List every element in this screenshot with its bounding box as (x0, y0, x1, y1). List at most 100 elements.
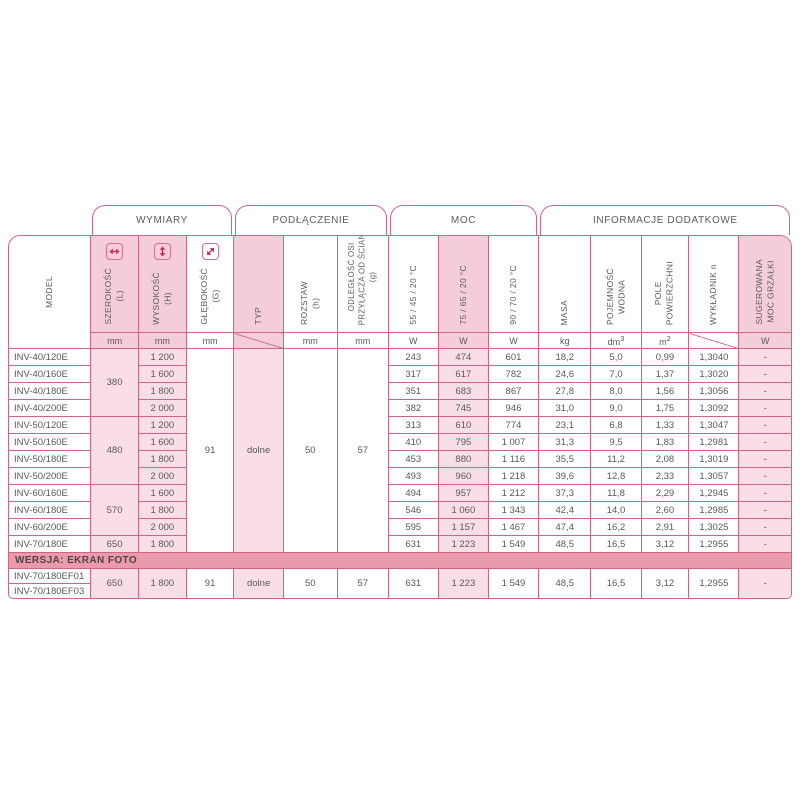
group-tab-podlaczenie: PODŁĄCZENIE (235, 205, 387, 235)
cell-exponent: 1,3057 (688, 467, 740, 485)
cell-capacity: 5,0 (590, 348, 642, 366)
column-label: WODNA (616, 279, 627, 314)
cell-p90: 782 (487, 365, 540, 383)
column-label: TYP (252, 307, 263, 325)
cell-exponent: 1,2945 (688, 484, 740, 502)
cell-p90: 1 116 (487, 450, 540, 468)
group-tab-label: INFORMACJE DODATKOWE (593, 215, 738, 226)
column-header-wykladnik: WYKŁADNIK n (688, 236, 740, 333)
cell-p90: 1 212 (487, 484, 540, 502)
cell-capacity: 16,5 (590, 568, 642, 598)
cell-heater: - (738, 450, 791, 468)
cell-p90: 774 (487, 416, 540, 434)
unit-cell: mm (282, 332, 338, 349)
cell-p55: 494 (387, 484, 439, 502)
cell-p55: 410 (387, 433, 439, 451)
cell-capacity: 9,0 (590, 399, 642, 417)
version-banner: WERSJA: EKRAN FOTO (9, 552, 791, 569)
cell-height: 1 600 (137, 365, 187, 383)
cell-height: 1 200 (137, 348, 187, 366)
cell-p90: 1 549 (487, 535, 540, 553)
cell-p55: 546 (387, 501, 439, 519)
unit-cell: mm (336, 332, 389, 349)
cell-heater: - (738, 382, 791, 400)
column-label: SUGEROWANA (753, 259, 764, 325)
cell-type-merged: dolne (233, 348, 284, 553)
cell-area: 2,91 (640, 518, 690, 536)
group-tab-label: MOC (450, 215, 477, 226)
cell-heater: - (738, 501, 791, 519)
cell-spacing-merged: 50 (282, 568, 338, 598)
column-header-odleglosc: ODLEGŁOŚĆ OSI PRZYŁĄCZA OD ŚCIANY (g) (336, 236, 389, 333)
cell-model: INV-60/200E (9, 518, 92, 536)
cell-p90: 946 (487, 399, 540, 417)
column-label: 90 / 70 / 20 °C (507, 265, 518, 325)
unit-cell: mm (90, 332, 139, 349)
column-label: POJEMNOŚĆ (604, 268, 615, 325)
cell-width-group: 650 (90, 535, 139, 553)
table-row: INV-70/180EF01 650 1 800 91 dolne 50 57 … (9, 568, 791, 598)
column-label: POLE (653, 280, 664, 305)
cell-area: 3,12 (640, 568, 690, 598)
column-label: MOC GRZAŁKI (765, 261, 776, 324)
cell-exponent: 1,2985 (688, 501, 740, 519)
cell-mass: 37,3 (538, 484, 592, 502)
diagonal-double-arrow-icon (201, 243, 219, 260)
cell-capacity: 16,2 (590, 518, 642, 536)
column-label: POWIERZCHNI (664, 260, 675, 325)
cell-capacity: 12,8 (590, 467, 642, 485)
cell-heater: - (738, 467, 791, 485)
cell-heater: - (738, 535, 791, 553)
table-row: INV-40/120E 380 1 200 91 dolne 50 57 243… (9, 348, 791, 553)
column-header-moc-55: 55 / 45 / 20 °C (387, 236, 439, 333)
cell-capacity: 14,0 (590, 501, 642, 519)
cell-exponent: 1,3020 (688, 365, 740, 383)
column-sublabel: (L) (114, 291, 125, 303)
cell-height: 1 800 (137, 535, 187, 553)
horizontal-double-arrow-icon (106, 243, 124, 260)
cell-distance-merged: 57 (336, 568, 389, 598)
unit-text: dm (607, 337, 621, 347)
cell-p75: 1 223 (437, 568, 489, 598)
cell-model: INV-50/180E (9, 450, 92, 468)
cell-mass: 18,2 (538, 348, 592, 366)
cell-heater: - (738, 433, 791, 451)
cell-area: 0,99 (640, 348, 690, 366)
unit-sup: 2 (666, 334, 671, 343)
cell-model: INV-60/160E (9, 484, 92, 502)
column-label: WYKŁADNIK n (708, 263, 719, 325)
unit-cell: W (487, 332, 540, 349)
cell-p75: 683 (437, 382, 489, 400)
cell-mass: 35,5 (538, 450, 592, 468)
cell-area: 1,33 (640, 416, 690, 434)
column-label: SZEROKOŚĆ (103, 268, 114, 325)
cell-heater: - (738, 348, 791, 366)
cell-heater: - (738, 568, 791, 598)
cell-p90: 601 (487, 348, 540, 366)
cell-height: 2 000 (137, 467, 187, 485)
column-sublabel: (G) (210, 290, 221, 304)
unit-text: m (659, 337, 667, 347)
cell-p90: 1 549 (487, 568, 540, 598)
cell-heater: - (738, 399, 791, 417)
tab-spacer (8, 205, 90, 235)
cell-area: 2,33 (640, 467, 690, 485)
table-row: INV-60/180E 1 800 546 1 060 1 343 42,4 1… (9, 501, 791, 519)
cell-p75: 610 (437, 416, 489, 434)
cell-width-group: 480 (90, 416, 139, 485)
column-header-wysokosc: WYSOKOŚĆ (H) (137, 236, 187, 333)
cell-mass: 39,6 (538, 467, 592, 485)
cell-heater: - (738, 518, 791, 536)
cell-p55: 453 (387, 450, 439, 468)
unit-cell-empty (233, 332, 284, 349)
cell-p90: 1 007 (487, 433, 540, 451)
column-header-sugerowana: SUGEROWANA MOC GRZAŁKI (738, 236, 791, 333)
cell-p55: 595 (387, 518, 439, 536)
unit-cell: m2 (640, 332, 690, 349)
column-header-szerokosc: SZEROKOŚĆ (L) (90, 236, 139, 333)
column-header-moc-75: 75 / 65 / 20 °C (437, 236, 489, 333)
unit-cell-empty (688, 332, 740, 349)
cell-exponent: 1,2981 (688, 433, 740, 451)
table-row: INV-40/180E 1 800 351 683 867 27,8 8,0 1… (9, 382, 791, 400)
cell-exponent: 1,3019 (688, 450, 740, 468)
